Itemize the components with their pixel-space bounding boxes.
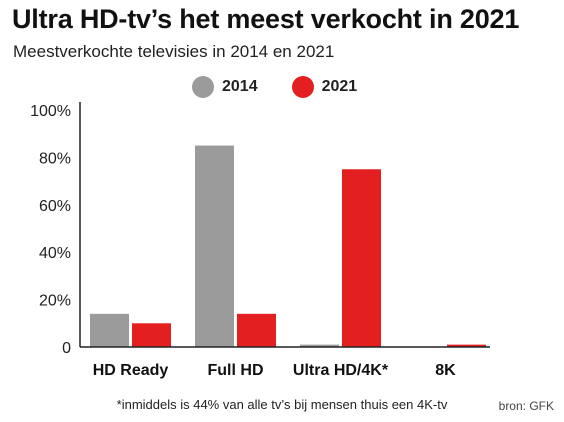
bar-2021-full-hd xyxy=(237,313,276,347)
y-tick-label-20: 20% xyxy=(39,293,71,310)
legend-swatch-2014 xyxy=(192,76,214,98)
x-tick-label-8k: 8K xyxy=(435,362,456,379)
footnote: *inmiddels is 44% van alle tv’s bij mens… xyxy=(116,397,448,412)
chart-title: Ultra HD-tv’s het meest verkocht in 2021 xyxy=(12,4,520,34)
bar-2014-ultra-hd-4k- xyxy=(300,344,339,347)
legend-label-2021: 2021 xyxy=(321,78,358,95)
legend-swatch-2021 xyxy=(291,76,314,98)
x-tick-label-full-hd: Full HD xyxy=(208,362,264,379)
y-tick-label-80: 80% xyxy=(39,150,71,167)
bar-2014-full-hd xyxy=(195,145,234,347)
x-tick-label-ultra-hd-4k-: Ultra HD/4K* xyxy=(293,362,389,379)
bar-2021-ultra-hd-4k- xyxy=(342,169,381,347)
y-tick-label-100: 100% xyxy=(30,103,71,120)
bar-2021-hd-ready xyxy=(132,323,171,347)
y-tick-label-0: 0 xyxy=(62,340,71,357)
legend-item-2021: 2021 xyxy=(291,76,358,98)
legend-item-2014: 2014 xyxy=(192,76,258,98)
y-tick-label-60: 60% xyxy=(39,198,71,215)
bar-2021-8k xyxy=(447,344,486,347)
source-label: bron: GFK xyxy=(498,399,554,413)
bar-2014-hd-ready xyxy=(90,313,129,347)
x-tick-label-hd-ready: HD Ready xyxy=(93,362,169,379)
legend-label-2014: 2014 xyxy=(222,78,258,95)
y-tick-label-40: 40% xyxy=(39,245,71,262)
chart-subtitle: Meestverkochte televisies in 2014 en 202… xyxy=(13,42,335,61)
legend: 2014 2021 xyxy=(192,76,391,98)
